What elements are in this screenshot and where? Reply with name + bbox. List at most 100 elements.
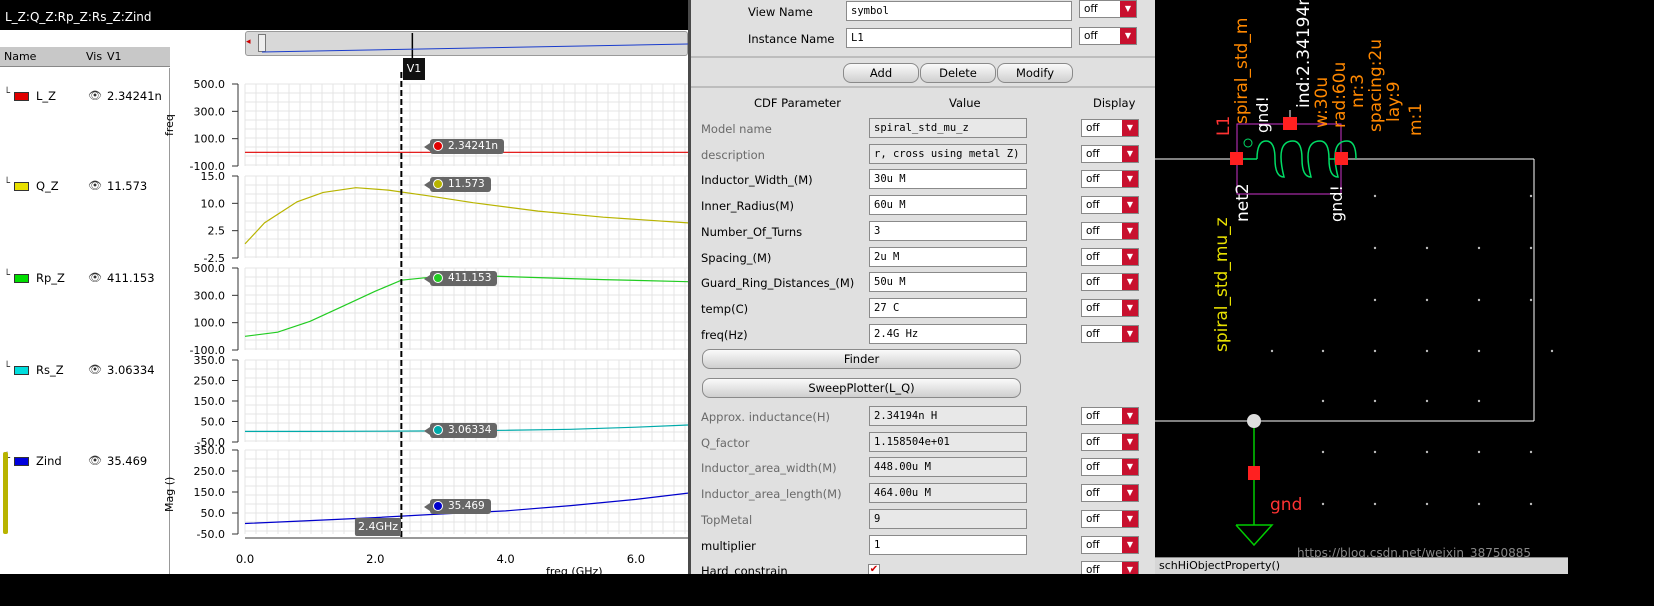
- x-tick-label: 2.0: [366, 552, 384, 566]
- instance-name-display[interactable]: off ▼: [1079, 27, 1137, 45]
- param-label: multiplier: [701, 538, 756, 553]
- signal-row-l_z[interactable]: └ L_Z 👁 2.34241n: [0, 88, 170, 106]
- y-axis-label: Mag (): [163, 477, 176, 512]
- param-value-input[interactable]: 2.4G Hz: [869, 323, 1027, 344]
- signal-row-q_z[interactable]: └ Q_Z 👁 11.573: [0, 178, 170, 196]
- param-display-select[interactable]: off ▼: [1081, 324, 1139, 343]
- param-value-input[interactable]: 1: [869, 534, 1027, 555]
- inductor-symbol[interactable]: [1230, 117, 1357, 195]
- signal-value: 2.34241n: [107, 89, 162, 103]
- view-name-display[interactable]: off ▼: [1079, 0, 1137, 18]
- sweep-plotter-button[interactable]: SweepPlotter(L_Q): [702, 378, 1021, 398]
- plot-panel-rp_z: 500.0 300.0 100.0 -100.0: [190, 262, 688, 357]
- gnd-label: gnd: [1270, 495, 1302, 515]
- instance-label: L1: [1214, 116, 1234, 136]
- marker-rs_z[interactable]: 3.06334: [423, 423, 498, 438]
- param-display-select[interactable]: off ▼: [1081, 119, 1139, 137]
- param-display-select[interactable]: off ▼: [1081, 509, 1139, 528]
- signal-name: Rs_Z: [36, 363, 64, 377]
- eye-icon[interactable]: 👁: [88, 89, 102, 102]
- y-tick-label: -50.0: [197, 528, 225, 541]
- param-value-input[interactable]: 3: [869, 220, 1027, 241]
- y-tick-label: 350.0: [194, 444, 226, 457]
- param-display-select[interactable]: off ▼: [1081, 221, 1139, 240]
- param-value-input[interactable]: 9: [869, 508, 1027, 529]
- chevron-down-icon: ▼: [1122, 171, 1138, 188]
- param-display-select[interactable]: off ▼: [1081, 144, 1139, 163]
- chevron-down-icon: ▼: [1122, 145, 1138, 162]
- y-tick-label: 500.0: [194, 262, 226, 275]
- param-display-select[interactable]: off ▼: [1081, 561, 1139, 574]
- schematic-canvas[interactable]: L1 spiral_std_mu_z net2 gnd! gnd! spiral…: [1155, 0, 1568, 574]
- marker-dot-icon: [433, 273, 443, 283]
- marker-zind[interactable]: 35.469: [424, 499, 491, 514]
- param-display-select[interactable]: off ▼: [1081, 535, 1139, 554]
- param-value-input[interactable]: r, cross using metal Z): [869, 143, 1027, 164]
- signal-name: L_Z: [36, 89, 57, 103]
- param-display-select[interactable]: off ▼: [1081, 170, 1139, 189]
- x-tick-label: 0.0: [236, 552, 254, 566]
- view-name-input[interactable]: symbol: [846, 1, 1072, 21]
- chevron-down-icon: ▼: [1120, 1, 1136, 17]
- signal-color-swatch: [14, 274, 29, 283]
- delete-button[interactable]: Delete: [920, 63, 996, 83]
- x-tick-label: 4.0: [496, 552, 514, 566]
- marker-q_z[interactable]: 11.573: [424, 177, 491, 192]
- param-value-input[interactable]: spiral_std_mu_z: [869, 118, 1027, 138]
- instance-name-input[interactable]: L1: [846, 28, 1072, 48]
- signal-value: 3.06334: [107, 363, 155, 377]
- marker-dot-icon: [433, 501, 443, 511]
- modify-button[interactable]: Modify: [997, 63, 1073, 83]
- y-tick-label: 300.0: [194, 289, 226, 302]
- param-display-select[interactable]: off ▼: [1081, 298, 1139, 317]
- param-value-input[interactable]: 464.00u M: [869, 483, 1027, 504]
- param-value-input[interactable]: 448.00u M: [869, 457, 1027, 478]
- param-display-select[interactable]: off ▼: [1081, 407, 1139, 425]
- param-display-select[interactable]: off ▼: [1081, 484, 1139, 503]
- eye-icon[interactable]: 👁: [88, 179, 102, 192]
- y-tick-label: 150.0: [194, 395, 226, 408]
- property-text: rad:60u: [1330, 62, 1350, 128]
- wires: [1155, 110, 1535, 422]
- signal-value: 35.469: [107, 454, 148, 468]
- signal-row-rp_z[interactable]: └ Rp_Z 👁 411.153: [0, 270, 170, 288]
- marker-dot-icon: [433, 179, 443, 189]
- marker-rp_z[interactable]: 411.153: [423, 271, 498, 286]
- param-display-select[interactable]: off ▼: [1081, 432, 1139, 451]
- overview-trace: [261, 43, 688, 53]
- chevron-down-icon: ▼: [1122, 562, 1138, 574]
- eye-icon[interactable]: 👁: [88, 363, 102, 376]
- scroll-left-icon[interactable]: ◂: [246, 37, 251, 47]
- chevron-down-icon: ▼: [1122, 510, 1138, 527]
- series-line-q_z: [244, 187, 688, 245]
- eye-icon[interactable]: 👁: [88, 454, 102, 467]
- param-display-select[interactable]: off ▼: [1081, 273, 1139, 292]
- param-value-input[interactable]: 1.158504e+01: [869, 431, 1027, 452]
- cursor-v1-label[interactable]: V1: [403, 58, 425, 80]
- param-value-input[interactable]: 2u M: [869, 246, 1027, 267]
- param-value-input[interactable]: 30u M: [869, 169, 1027, 190]
- instance-properties: spiral_std_m ind:2.34194nw:30urad:60unr:3…: [1232, 0, 1426, 136]
- signal-value: 11.573: [107, 179, 148, 193]
- eye-icon[interactable]: 👁: [88, 271, 102, 284]
- param-value-input[interactable]: 2.34194n H: [869, 406, 1027, 426]
- signal-name: Rp_Z: [36, 271, 65, 285]
- signal-row-rs_z[interactable]: └ Rs_Z 👁 3.06334: [0, 362, 170, 380]
- param-value-input[interactable]: 50u M: [869, 272, 1027, 293]
- param-display-select[interactable]: off ▼: [1081, 196, 1139, 215]
- add-button[interactable]: Add: [843, 63, 919, 83]
- finder-button[interactable]: Finder: [702, 349, 1021, 369]
- hard-constrain-checkbox[interactable]: ✔: [868, 564, 880, 574]
- x-scrollbar[interactable]: [245, 31, 688, 56]
- param-display-select[interactable]: off ▼: [1081, 247, 1139, 266]
- signal-color-swatch: [14, 457, 29, 466]
- marker-l_z[interactable]: 2.34241n: [423, 139, 505, 154]
- param-value-input[interactable]: 27 C: [869, 297, 1027, 318]
- tree-connector-icon: └: [4, 362, 11, 373]
- col-display: Display: [1093, 96, 1136, 110]
- param-value-input[interactable]: 60u M: [869, 195, 1027, 216]
- gnd-pin[interactable]: [1248, 466, 1260, 480]
- ground-net: [1235, 421, 1274, 547]
- param-display-select[interactable]: off ▼: [1081, 458, 1139, 477]
- y-tick-label: 150.0: [194, 486, 226, 499]
